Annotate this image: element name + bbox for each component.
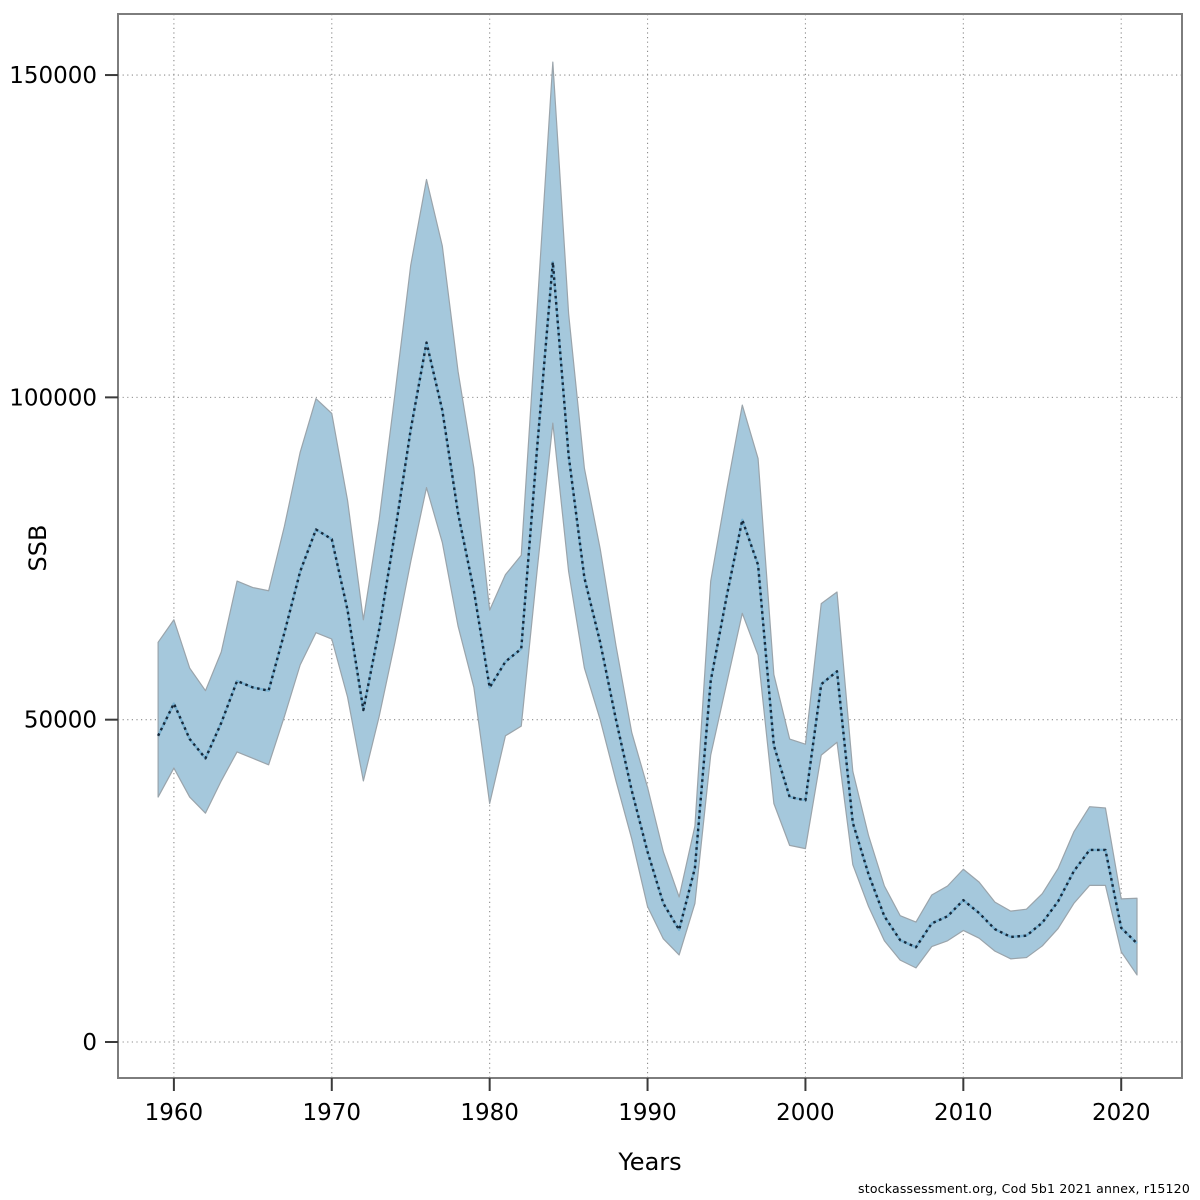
x-tick-label: 1990: [618, 1100, 677, 1126]
y-tick-label: 150000: [9, 63, 97, 89]
attribution-text: stockassessment.org, Cod 5b1 2021 annex,…: [858, 1181, 1190, 1196]
y-tick-label: 50000: [24, 708, 97, 734]
x-tick-label: 1970: [303, 1100, 362, 1126]
ssb-estimate-line: [157, 260, 1138, 949]
x-tick-label: 2020: [1092, 1100, 1151, 1126]
x-tick-label: 2000: [776, 1100, 835, 1126]
x-tick-label: 2010: [934, 1100, 993, 1126]
y-tick-label: 0: [82, 1030, 97, 1056]
y-tick-label: 100000: [9, 385, 97, 411]
y-axis-label: SSB: [24, 524, 52, 572]
x-tick-label: 1980: [460, 1100, 519, 1126]
plot-border-box: [117, 13, 1183, 1079]
confidence-band: [157, 61, 1138, 976]
x-axis-label: Years: [618, 1148, 682, 1176]
x-tick-label: 1960: [145, 1100, 204, 1126]
